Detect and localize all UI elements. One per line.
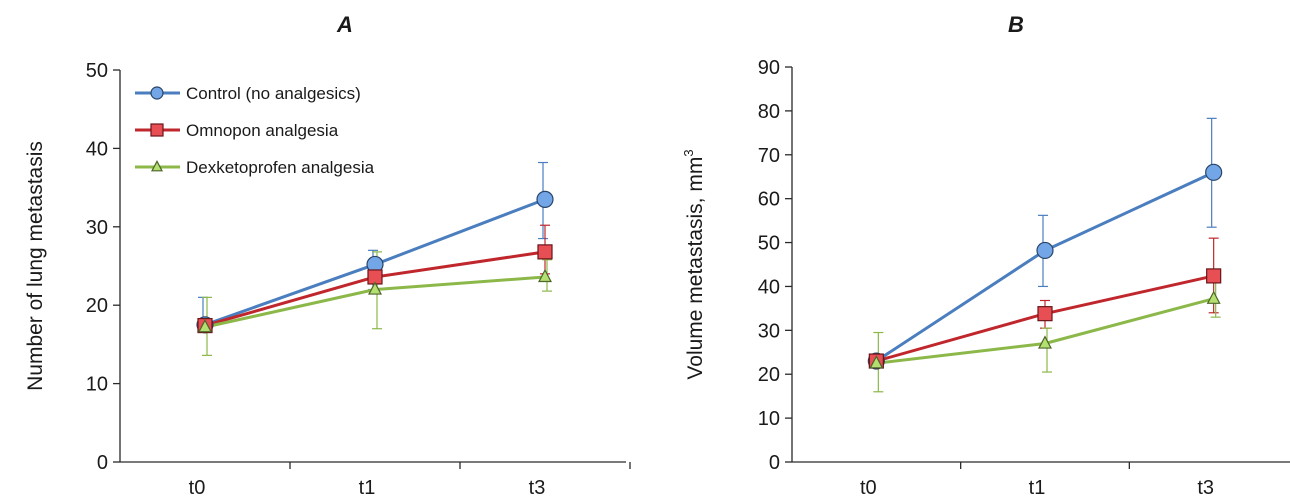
x-tick-label: t0 <box>860 477 877 499</box>
data-point <box>1205 163 1223 181</box>
series-3 <box>873 281 1221 393</box>
x-tick-label: t3 <box>529 477 546 499</box>
data-point <box>1206 290 1221 304</box>
y-tick-label: 90 <box>758 57 780 79</box>
data-point <box>538 268 552 283</box>
y-tick-label: 50 <box>86 60 108 82</box>
x-tick-label: t1 <box>359 477 376 499</box>
y-tick-label: 20 <box>758 364 780 386</box>
y-tick-label: 40 <box>86 138 108 160</box>
legend-label: Dexketoprofen analgesia <box>186 158 375 177</box>
legend-marker <box>151 160 163 172</box>
y-tick-label: 80 <box>758 101 780 123</box>
y-axis-title: Number of lung metastasis <box>24 141 47 391</box>
data-point <box>536 190 554 208</box>
data-point <box>198 319 212 333</box>
y-tick-label: 10 <box>86 374 108 396</box>
y-tick-label: 10 <box>758 408 780 430</box>
legend-label: Control (no analgesics) <box>186 84 361 103</box>
y-tick-label: 0 <box>97 452 108 474</box>
y-tick-label: 60 <box>758 189 780 211</box>
legend-marker <box>150 123 164 137</box>
y-tick-label: 70 <box>758 145 780 167</box>
series-1 <box>198 161 548 326</box>
data-point <box>368 281 382 295</box>
y-tick-label: 50 <box>758 233 780 255</box>
panel-label: A <box>336 12 353 37</box>
y-axis-title-superscript: 3 <box>681 149 696 156</box>
series-2 <box>1040 237 1219 329</box>
y-axis-title: Volume metastasis, mm3 <box>681 149 707 379</box>
y-tick-label: 40 <box>758 276 780 298</box>
chart-panel-a: A 0 10 20 30 40 50 t0 t1 t3 Number of lung metasta… <box>24 12 631 499</box>
x-tick-label: t0 <box>189 477 206 499</box>
legend-label: Omnopon analgesia <box>186 121 339 140</box>
legend-marker <box>150 86 164 100</box>
panel-label: B <box>1008 12 1024 37</box>
x-tick-label: t1 <box>1029 477 1046 499</box>
series-line-1 <box>875 170 1215 363</box>
y-tick-label: 20 <box>86 295 108 317</box>
data-point <box>537 244 553 260</box>
y-tick-label: 30 <box>86 217 108 239</box>
data-point <box>1036 241 1054 260</box>
x-tick-label: t3 <box>1197 477 1214 499</box>
series-1 <box>1038 117 1217 288</box>
y-tick-label: 0 <box>769 452 780 474</box>
data-point <box>869 355 884 369</box>
y-tick-label: 30 <box>758 320 780 342</box>
data-point <box>1037 306 1053 322</box>
legend: Control (no analgesics) Omnopon analgesia… <box>135 84 375 177</box>
chart-panel-b: B 0 10 20 30 40 50 60 70 80 90 t0 t1 t3 Volume metasta… <box>681 12 1290 499</box>
data-point <box>1038 335 1052 349</box>
series-2 <box>370 224 550 292</box>
data-point <box>1206 268 1222 284</box>
